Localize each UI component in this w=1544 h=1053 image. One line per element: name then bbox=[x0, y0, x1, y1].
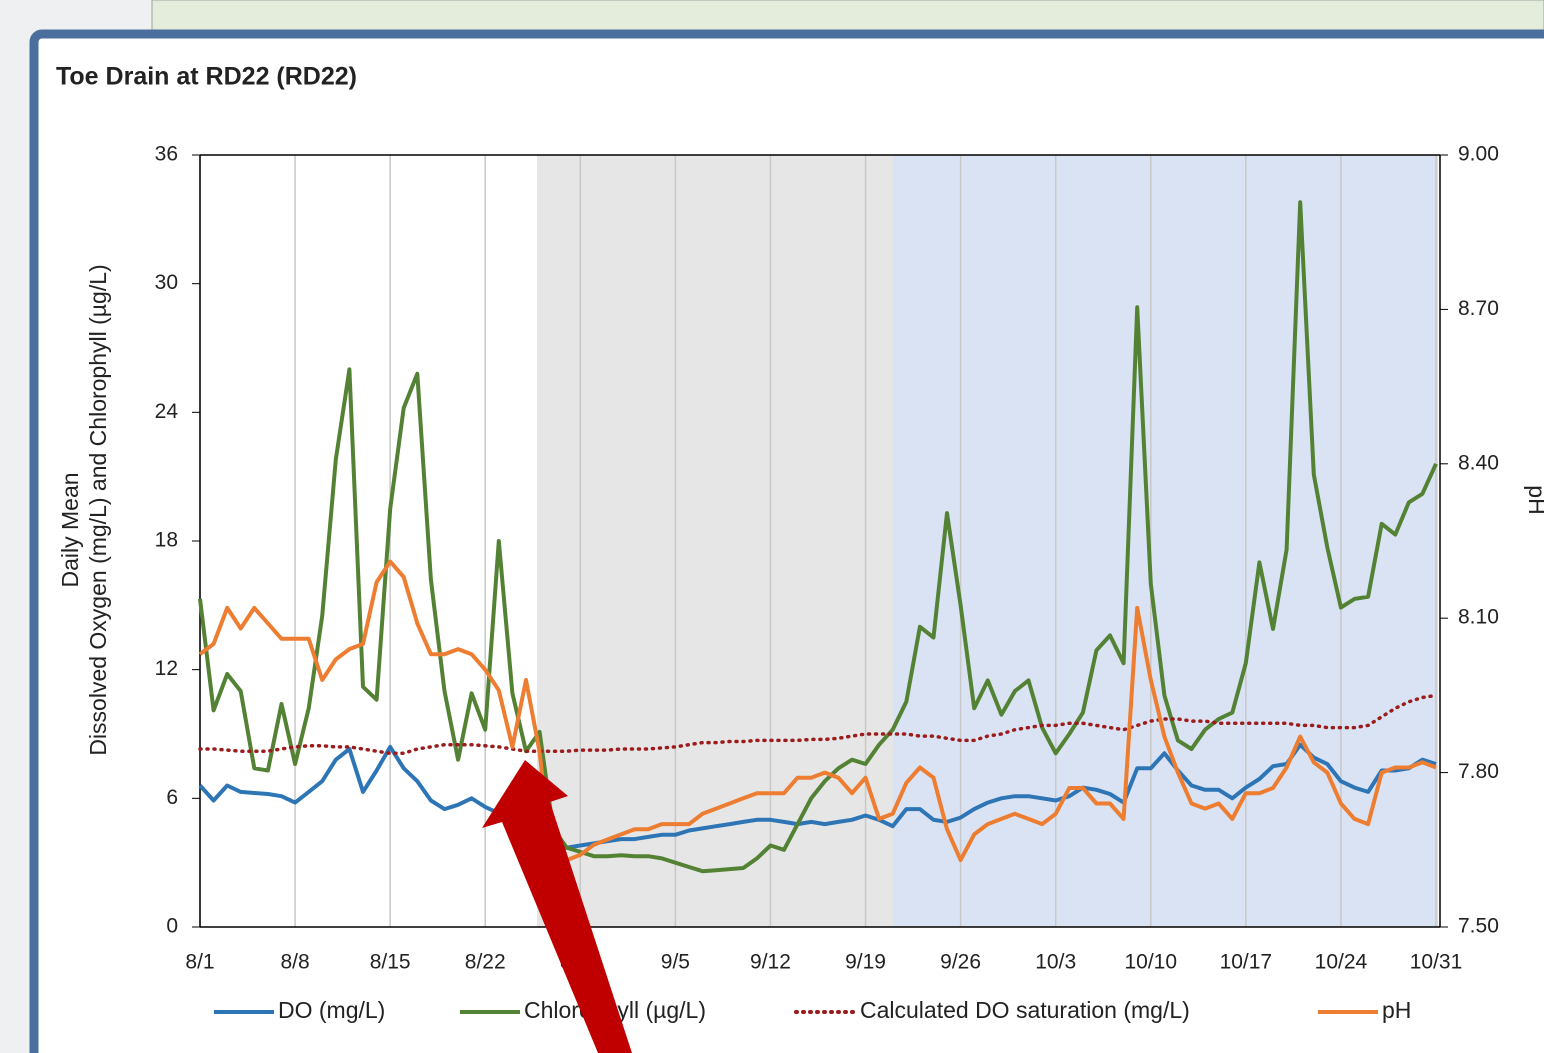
y-tick-label: 24 bbox=[155, 400, 179, 423]
y-tick-label: 30 bbox=[155, 271, 178, 294]
x-tick-label: 9/19 bbox=[845, 951, 886, 974]
series-line bbox=[198, 693, 1438, 756]
legend-label: DO (mg/L) bbox=[278, 997, 385, 1023]
x-tick-label: 8/8 bbox=[280, 951, 309, 974]
y-tick-label: 18 bbox=[155, 529, 178, 552]
y2-axis-label: pH bbox=[1524, 485, 1544, 514]
shaded-period-blue bbox=[893, 155, 1438, 927]
x-tick-label: 10/24 bbox=[1315, 951, 1368, 974]
chart-title: Toe Drain at RD22 (RD22) bbox=[56, 63, 357, 91]
y2-tick-label: 7.50 bbox=[1458, 915, 1499, 938]
series-line bbox=[198, 200, 1438, 874]
x-tick-label: 8/15 bbox=[370, 951, 411, 974]
shaded-period-gray bbox=[537, 155, 893, 927]
x-tick-label: 9/12 bbox=[750, 951, 791, 974]
x-tick-label: 10/3 bbox=[1035, 951, 1076, 974]
legend-label: Calculated DO saturation (mg/L) bbox=[860, 997, 1190, 1023]
y-axis-label: Dissolved Oxygen (mg/L) and Chlorophyll … bbox=[85, 264, 111, 755]
legend-label: pH bbox=[1382, 997, 1411, 1023]
y-tick-label: 12 bbox=[155, 657, 178, 680]
y-tick-label: 36 bbox=[155, 143, 178, 166]
x-tick-label: 10/10 bbox=[1124, 951, 1177, 974]
x-tick-label: 8/22 bbox=[465, 951, 506, 974]
y-axis-label: Daily Mean bbox=[57, 472, 83, 587]
y-tick-label: 0 bbox=[166, 915, 178, 938]
series-line bbox=[198, 742, 1437, 852]
y2-tick-label: 8.40 bbox=[1458, 451, 1499, 474]
plot: 8/18/88/158/228/299/59/129/199/2610/310/… bbox=[155, 143, 1499, 1024]
x-tick-label: 8/1 bbox=[185, 951, 214, 974]
y2-tick-label: 8.70 bbox=[1458, 297, 1499, 320]
annotation-arrow bbox=[482, 760, 632, 1053]
y2-tick-label: 9.00 bbox=[1458, 143, 1499, 166]
series-line bbox=[198, 559, 1437, 878]
x-tick-label: 10/31 bbox=[1410, 951, 1463, 974]
x-tick-label: 9/5 bbox=[661, 951, 690, 974]
y-tick-label: 6 bbox=[166, 786, 178, 809]
header-bar bbox=[151, 0, 1544, 31]
y2-tick-label: 7.80 bbox=[1458, 760, 1499, 783]
y2-tick-label: 8.10 bbox=[1458, 606, 1499, 629]
x-tick-label: 10/17 bbox=[1220, 951, 1273, 974]
x-tick-label: 9/26 bbox=[940, 951, 981, 974]
